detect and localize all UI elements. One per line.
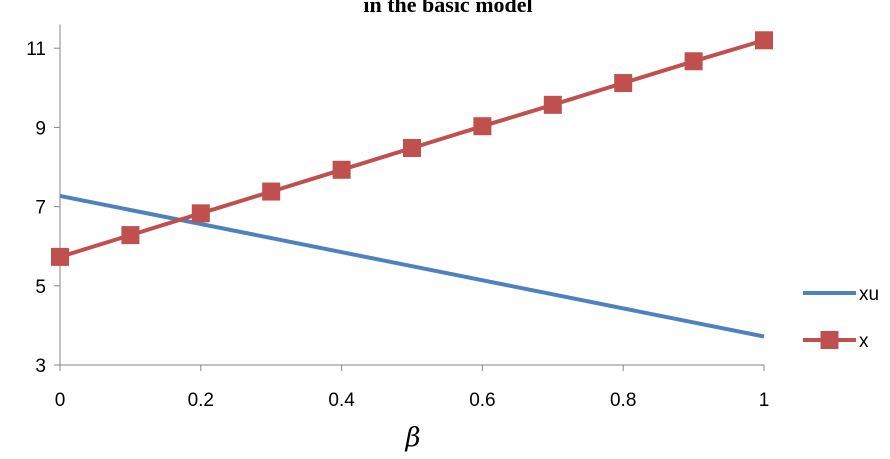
data-point-x <box>755 31 773 50</box>
y-tick-label: 11 <box>26 39 46 60</box>
series-line-xu <box>59 193 765 339</box>
legend-label-x: x <box>859 331 869 352</box>
data-point-x <box>473 117 492 136</box>
x-tick-label: 1 <box>759 390 770 411</box>
data-point-x <box>121 226 140 245</box>
chart-title: in the basic model <box>363 0 532 17</box>
data-point-x <box>543 95 562 114</box>
data-point-x <box>403 138 421 157</box>
y-tick-label: 5 <box>35 277 46 298</box>
x-tick-label: 0.4 <box>328 390 355 411</box>
legend-marker-x <box>820 331 839 349</box>
legend: xu x <box>803 284 879 352</box>
data-point-x <box>191 204 210 223</box>
x-tick-label: 0.2 <box>188 390 214 411</box>
x-tick-label: 0 <box>55 390 66 411</box>
y-tick-label: 9 <box>35 118 46 139</box>
data-point-x <box>614 74 633 93</box>
x-tick-label: 0.8 <box>610 390 636 411</box>
data-point-x <box>51 247 69 266</box>
y-tick-label: 3 <box>35 356 46 377</box>
x-axis-label: β <box>404 423 420 453</box>
y-tick-label: 7 <box>35 198 46 219</box>
plot-area: 3 5 7 9 11 0 0.2 0.4 0.6 0.8 1 <box>26 24 773 411</box>
data-point-x <box>684 52 703 71</box>
legend-label-xu: xu <box>859 284 879 305</box>
data-point-x <box>262 182 281 201</box>
x-tick-label: 0.6 <box>469 390 495 411</box>
data-point-x <box>332 160 351 179</box>
